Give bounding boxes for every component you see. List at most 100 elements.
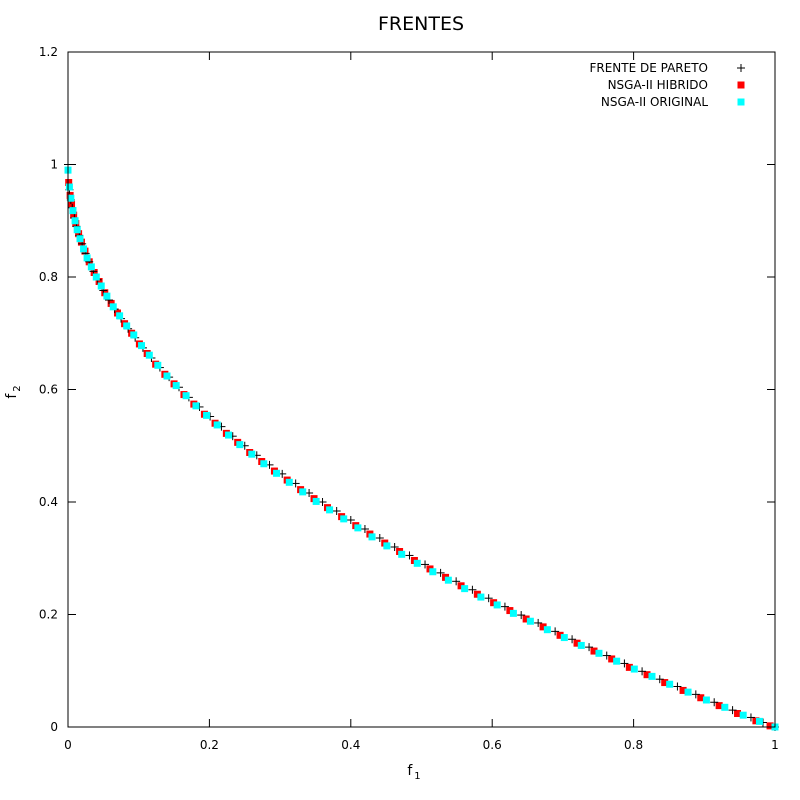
original-point xyxy=(260,460,268,468)
original-point xyxy=(71,217,79,225)
original-point xyxy=(83,254,91,262)
x-tick-label: 0 xyxy=(64,738,72,752)
hibrido-point xyxy=(679,686,687,694)
hibrido-point xyxy=(715,702,723,710)
original-point xyxy=(526,617,534,625)
original-point xyxy=(299,488,307,496)
y-tick-label: 0.2 xyxy=(39,608,58,622)
original-point xyxy=(236,441,244,449)
original-point xyxy=(103,292,111,300)
hibrido-point xyxy=(556,631,564,639)
y-axis-label-main: f xyxy=(4,393,20,399)
pareto-point xyxy=(585,643,594,652)
original-point xyxy=(383,542,391,550)
hibrido-point xyxy=(70,211,78,219)
original-point xyxy=(444,576,452,584)
legend: FRENTE DE PARETO NSGA-II HIBRIDO NSGA-II… xyxy=(589,61,745,109)
pareto-point xyxy=(452,577,461,586)
pareto-point xyxy=(436,568,445,577)
original-point xyxy=(702,696,710,704)
y-tick-label: 0 xyxy=(50,720,58,734)
original-point xyxy=(154,361,162,369)
original-point xyxy=(109,303,117,311)
original-point xyxy=(560,634,568,642)
original-point xyxy=(509,609,517,617)
original-point xyxy=(340,515,348,523)
original-point xyxy=(648,672,656,680)
pareto-point xyxy=(517,611,526,620)
original-point xyxy=(721,703,729,711)
y-axis-label: f2 xyxy=(4,385,23,398)
y-tick-label: 1.2 xyxy=(39,45,58,59)
y-axis-label-sub: 2 xyxy=(12,385,23,391)
y-tick-label: 0.6 xyxy=(39,383,58,397)
original-point xyxy=(630,665,638,673)
original-point xyxy=(203,411,211,419)
original-point xyxy=(172,382,180,390)
pareto-point xyxy=(500,602,509,611)
pareto-point xyxy=(746,713,755,722)
legend-label-pareto: FRENTE DE PARETO xyxy=(589,61,708,75)
legend-label-hibrido: NSGA-II HIBRIDO xyxy=(608,78,708,92)
original-point xyxy=(543,626,551,634)
original-point xyxy=(138,342,146,350)
hibrido-point xyxy=(95,278,103,285)
original-point xyxy=(92,273,100,281)
hibrido-point xyxy=(697,694,705,702)
hibrido-point xyxy=(643,671,651,679)
original-point xyxy=(224,431,232,439)
pareto-point xyxy=(305,489,314,497)
original-point xyxy=(429,568,437,576)
pareto-point xyxy=(655,675,664,684)
pareto-point xyxy=(673,682,682,691)
legend-label-original: NSGA-II ORIGINAL xyxy=(601,95,708,109)
original-point xyxy=(145,351,153,359)
original-point xyxy=(755,717,763,725)
original-point xyxy=(285,478,293,486)
series-1 xyxy=(65,179,774,730)
pareto-point xyxy=(291,479,300,488)
hibrido-point xyxy=(457,582,465,590)
original-point xyxy=(116,312,124,320)
hibrido-point xyxy=(734,710,742,717)
hibrido-point xyxy=(75,230,83,238)
original-point xyxy=(69,207,77,215)
original-point xyxy=(684,688,692,696)
original-point xyxy=(97,282,105,290)
plot-frame xyxy=(67,51,776,728)
chart-title: FRENTES xyxy=(378,13,464,35)
original-point xyxy=(130,331,138,339)
hibrido-point xyxy=(573,639,581,647)
y-tick-label: 1 xyxy=(50,158,58,172)
original-point xyxy=(326,506,334,514)
x-tick-label: 0.8 xyxy=(624,738,643,752)
hibrido-point xyxy=(608,655,616,663)
original-point xyxy=(80,245,88,253)
hibrido-point xyxy=(752,717,760,725)
hibrido-point xyxy=(506,607,514,615)
hibrido-point xyxy=(590,647,598,655)
original-point xyxy=(123,322,131,330)
hibrido-point xyxy=(68,200,76,208)
original-point xyxy=(248,450,256,458)
series-0 xyxy=(64,160,779,731)
pareto-point xyxy=(691,690,700,699)
x-axis-label-main: f xyxy=(407,763,413,779)
hibrido-point xyxy=(522,615,530,623)
pareto-point xyxy=(405,551,414,560)
pareto-point xyxy=(551,627,560,636)
hibrido-point xyxy=(65,179,73,186)
hibrido-point xyxy=(625,663,633,671)
x-axis-label-sub: 1 xyxy=(414,771,420,782)
original-point xyxy=(613,657,621,665)
x-tick-label: 0.6 xyxy=(483,738,502,752)
pareto-point xyxy=(602,651,611,660)
original-point xyxy=(398,550,406,558)
hibrido-point xyxy=(661,679,669,687)
y-tick-label: 0.8 xyxy=(39,270,58,284)
pareto-point xyxy=(346,516,355,524)
legend-swatch-original xyxy=(737,98,745,106)
axis-ticks: 0 0.2 0.4 0.6 0.8 1 0 0.2 0.4 0.6 0.8 1 1.2 xyxy=(39,45,779,752)
